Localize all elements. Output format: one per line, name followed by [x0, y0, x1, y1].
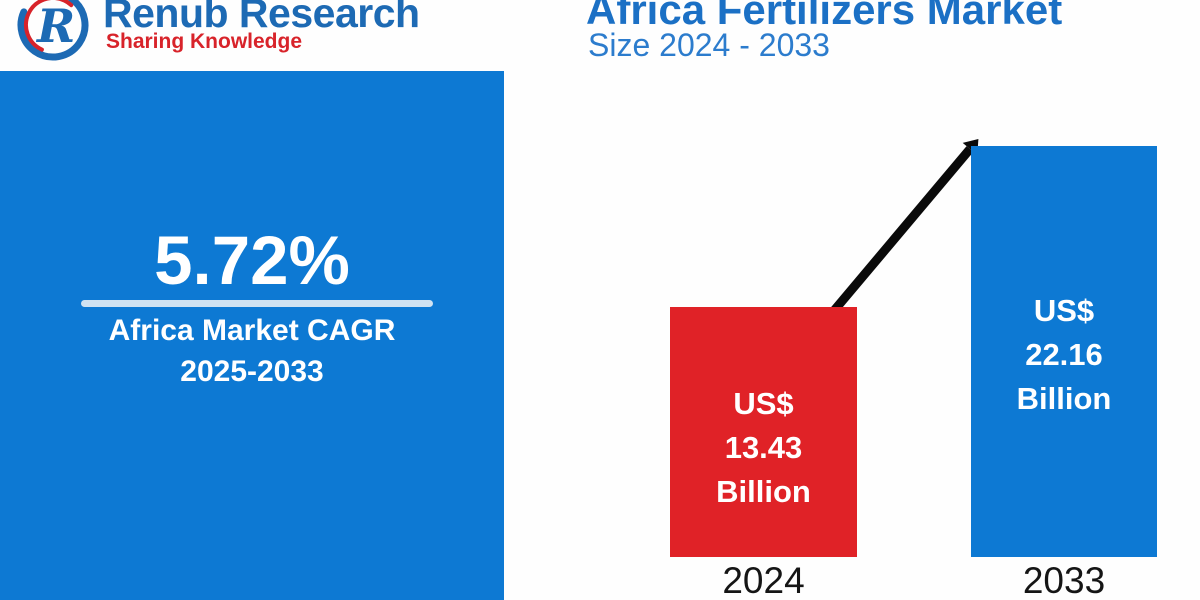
cagr-caption-line2: 2025-2033 — [180, 355, 324, 388]
cagr-panel: 5.72% Africa Market CAGR 2025-2033 — [0, 71, 504, 600]
bar-2024-label-value: 13.43 — [724, 430, 803, 465]
bar-2024-label-scale: Billion — [716, 474, 811, 509]
page-title: Africa Fertilizers Market — [586, 0, 1063, 33]
page-subtitle: Size 2024 - 2033 — [588, 27, 830, 63]
bar-2033-label-value: 22.16 — [1025, 337, 1103, 372]
bar-2033-label-unit: US$ — [1033, 293, 1095, 328]
growth-arrow-icon — [828, 139, 979, 316]
svg-text:R: R — [35, 0, 75, 53]
renub-logo-icon: R — [17, 0, 89, 61]
bar-2024-label-unit: US$ — [733, 386, 794, 421]
bar-2033-label-scale: Billion — [1016, 381, 1112, 416]
brand-tagline: Sharing Knowledge — [106, 30, 303, 53]
axis-label-2024: 2024 — [722, 560, 805, 600]
cagr-divider — [81, 300, 433, 307]
axis-label-2033: 2033 — [1022, 560, 1106, 600]
cagr-caption-line1: Africa Market CAGR — [108, 314, 396, 347]
brand-name: Renub Research — [103, 0, 420, 36]
cagr-value: 5.72% — [154, 222, 350, 299]
bar-2024: US$ 13.43 Billion — [670, 307, 857, 557]
bar-2033: US$ 22.16 Billion — [971, 146, 1157, 557]
